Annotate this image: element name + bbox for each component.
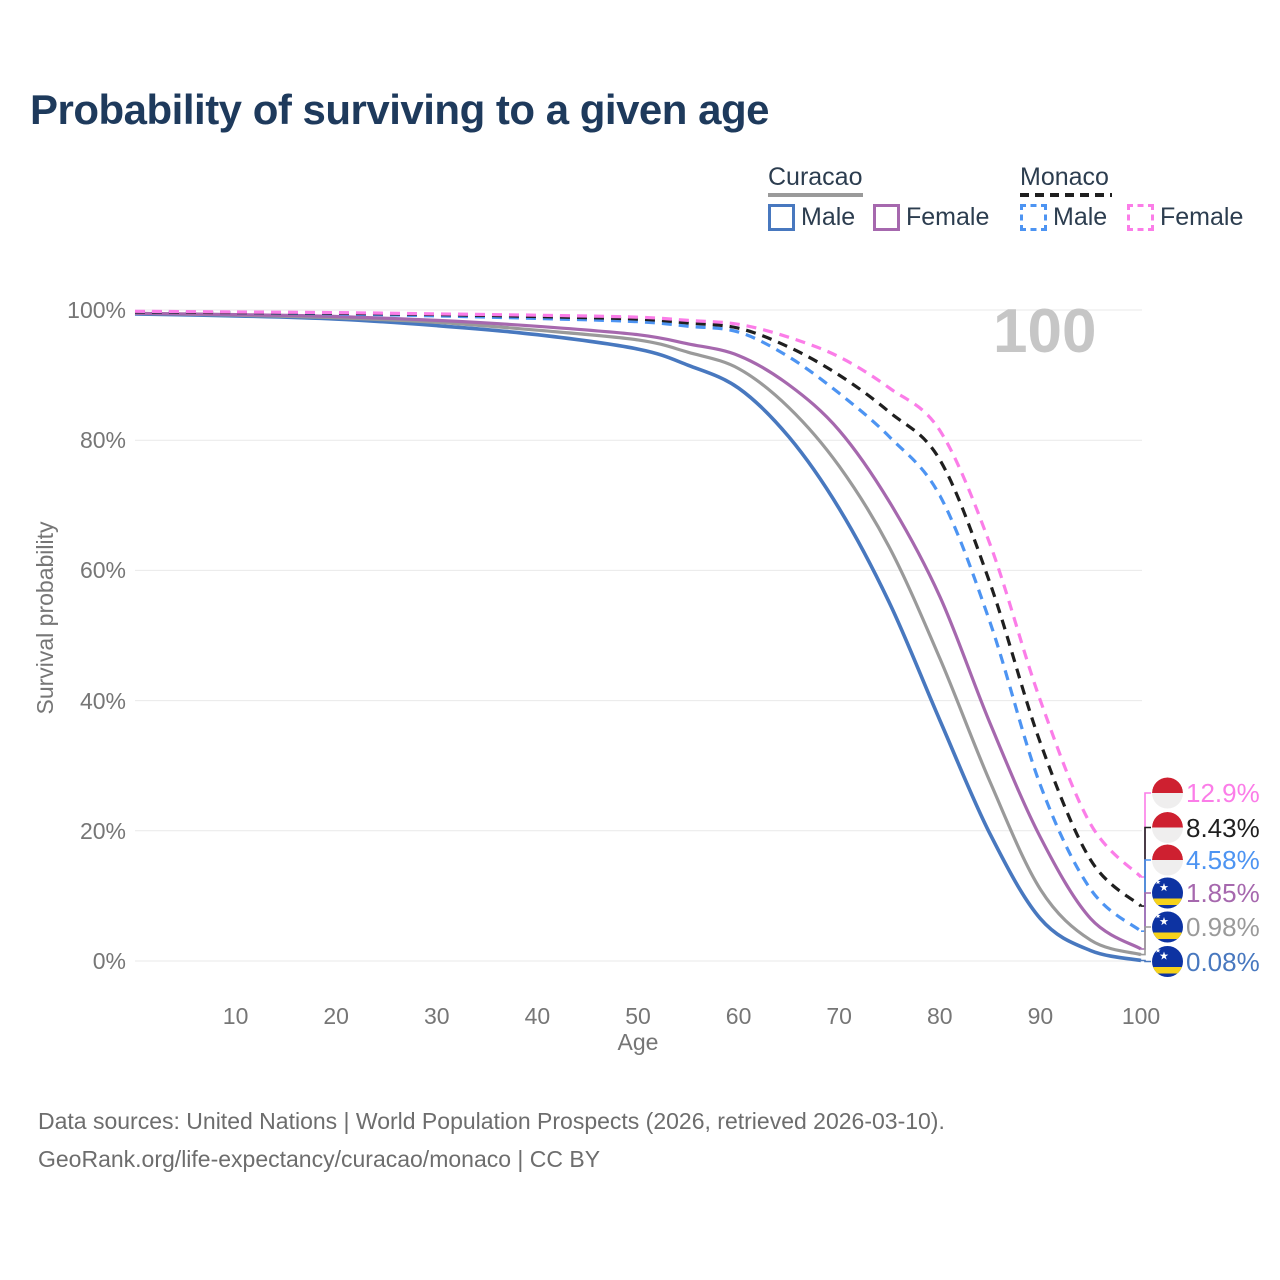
y-tick-label: 60% bbox=[79, 557, 126, 584]
survival-curve-curacao-total bbox=[134, 311, 1142, 957]
legend-underline-curacao-solid bbox=[768, 193, 863, 197]
monaco-flag-icon bbox=[1152, 778, 1184, 810]
end-label-connectors bbox=[1141, 792, 1151, 963]
legend-group-curacao: Curacao bbox=[768, 163, 863, 191]
end-label-value: 0.98% bbox=[1186, 912, 1260, 942]
curacao-flag-icon bbox=[1152, 911, 1184, 943]
legend-checkbox-curacao-male[interactable] bbox=[768, 204, 795, 231]
legend-label-monaco-female[interactable]: Female bbox=[1160, 203, 1244, 231]
x-tick-label: 30 bbox=[424, 1003, 450, 1029]
survival-curve-curacao-female bbox=[134, 311, 1142, 951]
x-tick-label: 100 bbox=[1121, 1003, 1161, 1029]
end-label-connector bbox=[1141, 859, 1151, 933]
x-tick-label: 20 bbox=[323, 1003, 349, 1029]
age-100-marker: 100 bbox=[993, 297, 1097, 366]
gridlines bbox=[135, 309, 1142, 962]
survival-curve-monaco-male bbox=[134, 310, 1143, 933]
y-tick-label: 80% bbox=[79, 427, 126, 454]
end-label-connector bbox=[1141, 959, 1151, 963]
legend-label-monaco-male[interactable]: Male bbox=[1053, 203, 1108, 231]
legend-underline-monaco-dashed bbox=[1020, 193, 1112, 197]
x-tick-label: 80 bbox=[927, 1003, 953, 1029]
data-source-line: Data sources: United Nations | World Pop… bbox=[38, 1108, 945, 1134]
end-label-connector bbox=[1141, 926, 1151, 956]
survival-curves bbox=[134, 309, 1143, 963]
legend-group-monaco: Monaco bbox=[1020, 163, 1109, 191]
end-label-value: 8.43% bbox=[1186, 812, 1260, 843]
x-tick-label: 50 bbox=[625, 1003, 651, 1029]
end-label-value: 4.58% bbox=[1186, 845, 1260, 875]
end-label-value: 1.85% bbox=[1186, 878, 1260, 908]
y-tick-label: 0% bbox=[92, 948, 126, 974]
monaco-flag-icon bbox=[1152, 812, 1184, 844]
y-tick-label: 40% bbox=[79, 687, 126, 714]
page-title: Probability of surviving to a given age bbox=[30, 86, 769, 133]
y-tick-label: 100% bbox=[67, 297, 126, 323]
end-label-connector bbox=[1141, 826, 1151, 907]
x-tick-label: 70 bbox=[826, 1003, 852, 1029]
legend-label-curacao-male[interactable]: Male bbox=[801, 203, 856, 231]
curacao-flag-icon bbox=[1152, 877, 1184, 909]
end-label-flags bbox=[1152, 778, 1184, 978]
end-label-connector bbox=[1141, 892, 1151, 950]
y-tick-label: 20% bbox=[79, 817, 126, 844]
monaco-flag-icon bbox=[1152, 845, 1184, 877]
survival-curve-curacao-male bbox=[134, 312, 1142, 963]
end-label-value: 0.08% bbox=[1186, 946, 1260, 977]
survival-curve-monaco-female bbox=[134, 309, 1143, 879]
legend-checkbox-curacao-female[interactable] bbox=[873, 204, 900, 231]
y-axis-title: Survival probability bbox=[32, 521, 58, 715]
x-tick-label: 90 bbox=[1027, 1003, 1054, 1029]
x-tick-label: 40 bbox=[524, 1003, 551, 1029]
legend-checkbox-monaco-female[interactable] bbox=[1127, 204, 1154, 231]
legend-checkbox-monaco-male[interactable] bbox=[1020, 204, 1047, 231]
end-label-connector bbox=[1141, 792, 1151, 878]
x-axis-title: Age bbox=[617, 1029, 659, 1055]
x-tick-label: 60 bbox=[725, 1003, 752, 1029]
attribution-line: GeoRank.org/life-expectancy/curacao/mona… bbox=[38, 1146, 601, 1172]
curacao-flag-icon bbox=[1152, 946, 1184, 978]
x-tick-label: 10 bbox=[222, 1003, 249, 1029]
end-label-value: 12.9% bbox=[1186, 778, 1260, 808]
legend-label-curacao-female[interactable]: Female bbox=[906, 203, 990, 231]
survival-curve-monaco-total bbox=[134, 310, 1143, 908]
